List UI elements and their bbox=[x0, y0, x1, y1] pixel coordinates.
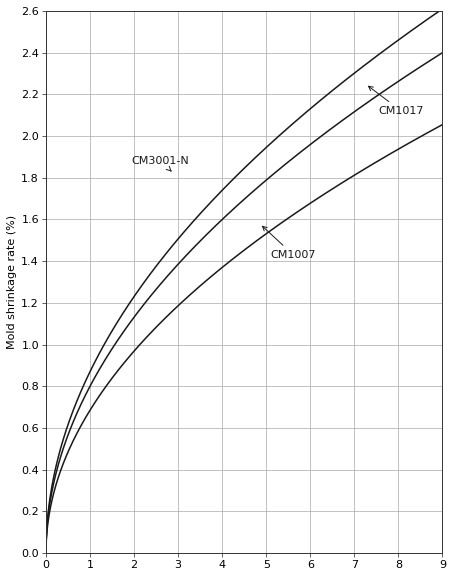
Text: CM3001-N: CM3001-N bbox=[132, 156, 190, 171]
Y-axis label: Mold shrinkage rate (%): Mold shrinkage rate (%) bbox=[7, 215, 17, 349]
Text: CM1017: CM1017 bbox=[368, 86, 424, 116]
Text: CM1007: CM1007 bbox=[262, 226, 316, 260]
